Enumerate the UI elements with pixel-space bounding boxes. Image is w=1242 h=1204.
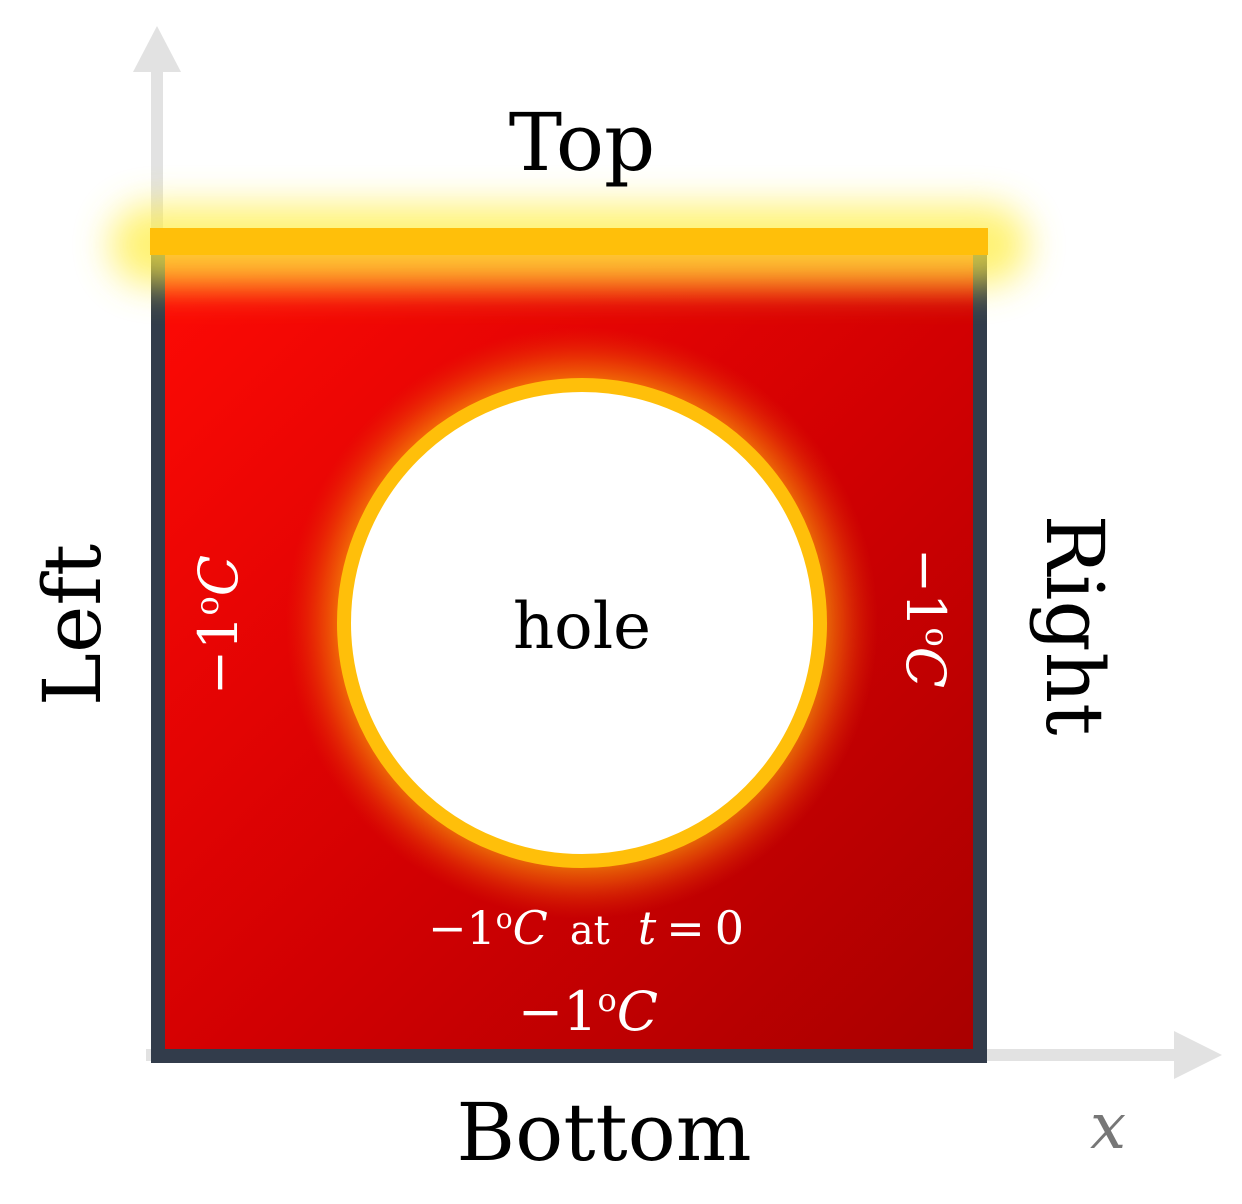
right-temperature: −1oC: [894, 548, 957, 688]
bottom-temp-unit: C: [617, 980, 658, 1043]
initial-temp-unit: C: [513, 901, 548, 955]
top-heater-bar: [150, 228, 988, 255]
left-temp-value: −1: [187, 615, 250, 695]
right-temp-unit: C: [894, 647, 957, 688]
label-bottom: Bottom: [456, 1086, 751, 1179]
initial-connector: at: [570, 908, 610, 954]
initial-temp-degree: o: [496, 902, 513, 935]
left-temperature: −1oC: [187, 555, 250, 695]
initial-temp-value: −1: [428, 901, 496, 955]
bottom-temp-value: −1: [518, 980, 598, 1043]
x-axis-label: x: [1090, 1090, 1126, 1164]
label-left: Left: [26, 544, 119, 706]
plate: [151, 239, 987, 1063]
hole-label: hole: [513, 590, 651, 664]
bottom-temperature: −1oC: [518, 980, 658, 1043]
arrow-up-icon: [133, 26, 181, 72]
label-top: Top: [509, 96, 656, 189]
bottom-temp-degree: o: [598, 981, 617, 1019]
heated-top-edge: [110, 205, 1028, 285]
right-temp-degree: o: [918, 628, 956, 647]
initial-value: 0: [715, 901, 744, 955]
arrow-right-icon: [1174, 1031, 1222, 1079]
right-temp-value: −1: [894, 548, 957, 628]
hole: [337, 378, 827, 868]
initial-equals: =: [666, 901, 705, 955]
initial-variable: t: [638, 901, 657, 955]
initial-temperature: −1oC at t = 0: [428, 901, 744, 955]
label-right: Right: [1028, 515, 1121, 736]
left-temp-degree: o: [188, 596, 226, 615]
left-temp-unit: C: [187, 555, 250, 596]
